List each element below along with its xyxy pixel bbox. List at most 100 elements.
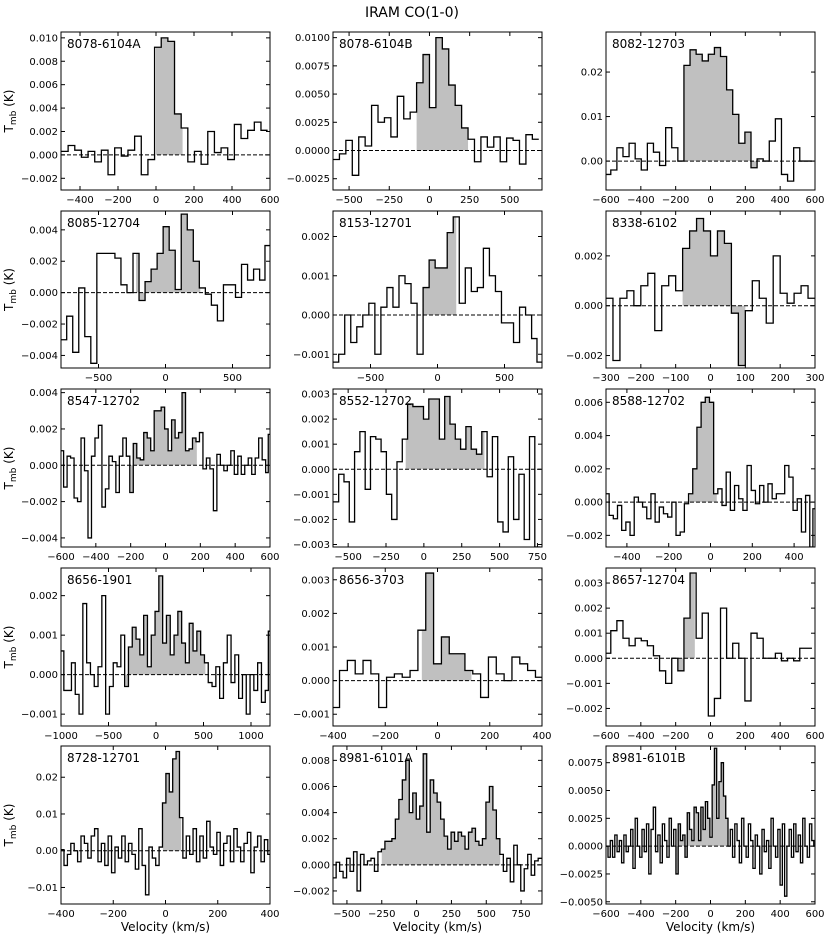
spectrum-line bbox=[606, 572, 812, 717]
spectrum-panel: −500 −250 0 250 500 750 −0.002 0.000 0.002 0.004 0… bbox=[293, 745, 543, 934]
x-tick-label: −100 bbox=[662, 373, 689, 384]
emission-fill bbox=[381, 753, 501, 865]
y-tick-label: 0.001 bbox=[301, 271, 330, 282]
panel-label: 8078-6104A bbox=[67, 37, 141, 51]
x-tick-label: 750 bbox=[528, 552, 547, 563]
emission-fill bbox=[682, 218, 746, 366]
y-tick-label: 0.004 bbox=[29, 388, 58, 399]
x-tick-label: −250 bbox=[368, 909, 395, 920]
spectrum-panel: −400 −200 0 200 400 −0.01 0.00 0.01 0.02 8728-127… bbox=[2, 745, 280, 934]
spectrum-line bbox=[61, 750, 270, 896]
x-tick-label: 200 bbox=[736, 195, 755, 206]
x-tick-label: 300 bbox=[805, 373, 824, 384]
panel-label: 8078-6104B bbox=[339, 37, 413, 51]
spectrum-line bbox=[333, 572, 542, 709]
y-axis-label: Tmb (K) bbox=[2, 447, 19, 491]
y-tick-label: −0.0050 bbox=[560, 897, 603, 908]
x-tick-label: −200 bbox=[627, 373, 654, 384]
x-tick-label: 0 bbox=[707, 373, 713, 384]
x-tick-label: 600 bbox=[805, 731, 824, 742]
panel-label: 8547-12702 bbox=[67, 394, 140, 408]
spectrum-panel: −600 −400 −200 0 200 400 600 −0.004 −0.002 0.000 0… bbox=[2, 388, 280, 563]
plot-frame bbox=[332, 388, 543, 548]
plot-frame bbox=[60, 31, 271, 191]
x-tick-label: 200 bbox=[743, 552, 762, 563]
emission-fill bbox=[675, 573, 695, 671]
x-tick-label: 0 bbox=[421, 552, 427, 563]
x-tick-label: −400 bbox=[319, 731, 346, 742]
panel-label: 8085-12704 bbox=[67, 216, 140, 230]
x-tick-label: 500 bbox=[194, 731, 213, 742]
x-tick-label: 250 bbox=[452, 552, 471, 563]
spectrum-line bbox=[606, 747, 815, 897]
x-tick-label: −500 bbox=[95, 731, 122, 742]
spectrum-line bbox=[333, 36, 539, 176]
x-tick-label: 200 bbox=[191, 552, 210, 563]
x-tick-label: 400 bbox=[785, 552, 804, 563]
spectrum-line bbox=[61, 213, 270, 364]
spectrum-line bbox=[606, 46, 812, 182]
x-tick-label: −500 bbox=[357, 373, 384, 384]
emission-fill bbox=[422, 216, 457, 355]
x-tick-label: −200 bbox=[100, 909, 127, 920]
x-tick-label: 0 bbox=[707, 552, 713, 563]
y-tick-label: 0.000 bbox=[574, 654, 603, 665]
y-tick-label: −0.002 bbox=[293, 886, 330, 897]
x-tick-label: 500 bbox=[500, 195, 519, 206]
y-tick-label: 0.0050 bbox=[295, 90, 330, 101]
y-axis-unit: (K) bbox=[2, 804, 16, 825]
x-tick-label: 200 bbox=[208, 909, 227, 920]
y-tick-label: 0.0050 bbox=[568, 786, 603, 797]
y-tick-label: −0.002 bbox=[566, 704, 603, 715]
spectrum-panel: −600 −400 −200 0 200 400 600 −0.0050 −0.0025 0.00… bbox=[560, 745, 825, 934]
x-tick-label: −500 bbox=[334, 552, 361, 563]
x-tick-label: −400 bbox=[613, 552, 640, 563]
y-tick-label: −0.003 bbox=[293, 540, 330, 551]
x-tick-label: 400 bbox=[226, 552, 245, 563]
y-tick-label: 0.004 bbox=[29, 225, 58, 236]
y-tick-label: 0.0075 bbox=[295, 61, 330, 72]
spectrum-panel: −400 −200 0 200 400 −0.001 0.000 0.001 0.002 0.00… bbox=[293, 567, 552, 742]
spectrum-line bbox=[606, 396, 815, 547]
x-tick-label: −600 bbox=[592, 195, 619, 206]
x-tick-label: 0 bbox=[434, 731, 440, 742]
y-tick-label: 0.002 bbox=[574, 604, 603, 615]
y-tick-label: −0.004 bbox=[21, 351, 58, 362]
x-tick-label: 0 bbox=[707, 195, 713, 206]
x-tick-label: −400 bbox=[627, 909, 654, 920]
panel-label: 8981-6101A bbox=[339, 751, 413, 765]
y-tick-label: −0.0025 bbox=[560, 869, 603, 880]
y-axis-symbol: T bbox=[2, 124, 16, 133]
y-tick-label: −0.002 bbox=[293, 515, 330, 526]
y-tick-label: 0.001 bbox=[574, 629, 603, 640]
panel-label: 8082-12703 bbox=[612, 37, 685, 51]
plot-frame bbox=[332, 31, 543, 191]
y-tick-label: 0.000 bbox=[574, 498, 603, 509]
y-axis-label: Tmb (K) bbox=[2, 804, 19, 848]
y-tick-label: 0.000 bbox=[29, 670, 58, 681]
x-tick-label: −500 bbox=[333, 909, 360, 920]
x-tick-label: −200 bbox=[662, 731, 689, 742]
y-tick-label: 0.006 bbox=[301, 782, 330, 793]
y-tick-label: 0.000 bbox=[301, 860, 330, 871]
y-tick-label: 0.001 bbox=[301, 643, 330, 654]
x-tick-label: −250 bbox=[372, 552, 399, 563]
x-tick-label: −200 bbox=[117, 552, 144, 563]
x-tick-label: 0 bbox=[434, 373, 440, 384]
y-tick-label: 0.0100 bbox=[295, 33, 330, 44]
spectrum-panel: −600 −400 −200 0 200 400 600 −0.002 −0.001 0.000 0… bbox=[566, 567, 825, 742]
y-tick-label: −0.002 bbox=[21, 320, 58, 331]
y-tick-label: 0.000 bbox=[29, 461, 58, 472]
x-tick-label: 400 bbox=[771, 909, 790, 920]
y-tick-label: 0.006 bbox=[29, 80, 58, 91]
y-tick-label: 0.0075 bbox=[568, 758, 603, 769]
plot-frame bbox=[332, 567, 543, 727]
y-axis-label: Tmb (K) bbox=[2, 90, 19, 134]
y-tick-label: 0.02 bbox=[581, 68, 603, 79]
x-tick-label: 0 bbox=[426, 195, 432, 206]
y-axis-subscript: mb bbox=[9, 646, 19, 661]
x-tick-label: 500 bbox=[495, 373, 514, 384]
y-tick-label: −0.002 bbox=[21, 174, 58, 185]
y-axis-symbol: T bbox=[2, 660, 16, 669]
x-tick-label: 0 bbox=[162, 909, 168, 920]
